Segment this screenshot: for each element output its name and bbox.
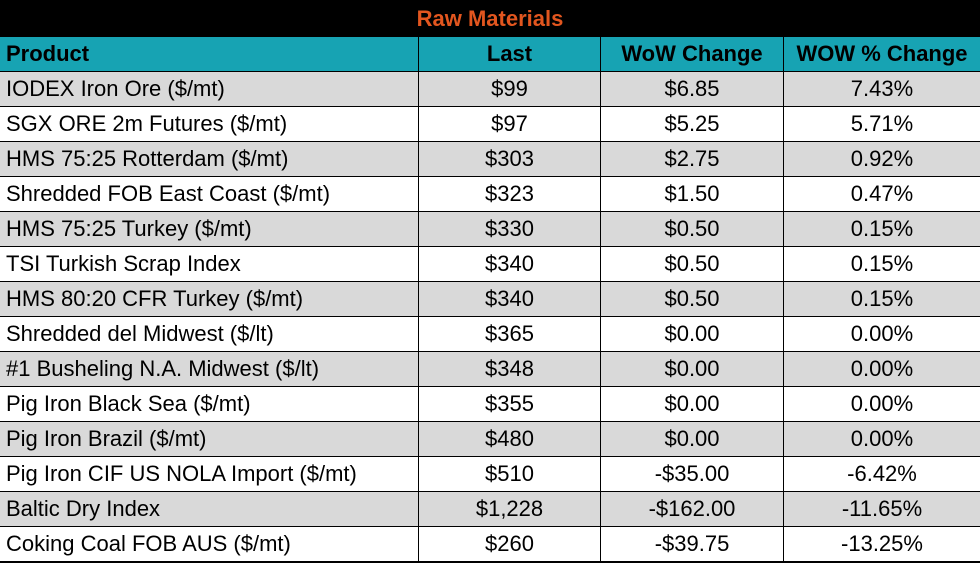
cell-last: $340 [419,247,601,281]
cell-wow-change: $0.00 [601,387,784,421]
table-header-row: Product Last WoW Change WOW % Change [0,37,980,71]
cell-wow-percent-change: -13.25% [841,531,923,556]
table-title: Raw Materials [416,5,564,31]
cell-wow-change: $0.50 [601,282,784,316]
table-row: HMS 80:20 CFR Turkey ($/mt) $340 $0.50 0.15… [0,281,980,316]
cell-wow-percent-change: 0.00% [850,321,914,346]
cell-wow-percent-change: -6.42% [847,461,917,486]
cell-last: $340 [419,282,601,316]
cell-wow-percent-change: 5.71% [850,111,914,136]
table-row: Baltic Dry Index $1,228 -$162.00 -11.65% [0,491,980,526]
cell-wow-percent-change: 0.92% [850,146,914,171]
cell-last: $97 [419,107,601,141]
table-row: Shredded FOB East Coast ($/mt) $323 $1.50 0… [0,176,980,211]
cell-product: Pig Iron Black Sea ($/mt) [0,387,419,421]
cell-last: $365 [419,317,601,351]
cell-product: Coking Coal FOB AUS ($/mt) [0,527,419,561]
cell-wow-change: -$39.75 [601,527,784,561]
cell-product: Pig Iron CIF US NOLA Import ($/mt) [0,457,419,491]
table-row: TSI Turkish Scrap Index $340 $0.50 0.15% [0,246,980,281]
table-row: SGX ORE 2m Futures ($/mt) $97 $5.25 5.71% [0,106,980,141]
cell-last: $480 [419,422,601,456]
table-row: Pig Iron Black Sea ($/mt) $355 $0.00 0.00% [0,386,980,421]
cell-wow-percent-change: 0.00% [850,391,914,416]
cell-wow-change: $0.50 [601,212,784,246]
cell-product: HMS 80:20 CFR Turkey ($/mt) [0,282,419,316]
table-row: Pig Iron Brazil ($/mt) $480 $0.00 0.00% [0,421,980,456]
cell-wow-change: $0.00 [601,422,784,456]
cell-wow-change: -$35.00 [601,457,784,491]
table-row: Coking Coal FOB AUS ($/mt) $260 -$39.75 -13… [0,526,980,561]
table-row: #1 Busheling N.A. Midwest ($/lt) $348 $0.0… [0,351,980,386]
cell-wow-change: $0.00 [601,317,784,351]
cell-wow-percent-change: 7.43% [850,76,914,101]
cell-product: Pig Iron Brazil ($/mt) [0,422,419,456]
table-row: Pig Iron CIF US NOLA Import ($/mt) $510 -$… [0,456,980,491]
cell-wow-percent-change: 0.00% [850,356,914,381]
cell-wow-percent-change: 0.15% [850,216,914,241]
cell-wow-change: $0.50 [601,247,784,281]
table-row: HMS 75:25 Rotterdam ($/mt) $303 $2.75 0.92% [0,141,980,176]
cell-last: $99 [419,72,601,106]
table-row: HMS 75:25 Turkey ($/mt) $330 $0.50 0.15% [0,211,980,246]
cell-last: $355 [419,387,601,421]
cell-product: IODEX Iron Ore ($/mt) [0,72,419,106]
cell-product: #1 Busheling N.A. Midwest ($/lt) [0,352,419,386]
cell-wow-percent-change: 0.15% [850,286,914,311]
cell-wow-percent-change: -11.65% [841,496,923,521]
table-row: IODEX Iron Ore ($/mt) $99 $6.85 7.43% [0,71,980,106]
cell-product: TSI Turkish Scrap Index [0,247,419,281]
cell-wow-change: $1.50 [601,177,784,211]
header-wow-percent-change: WOW % Change [796,41,968,66]
header-last: Last [419,37,601,71]
cell-last: $348 [419,352,601,386]
cell-product: Shredded FOB East Coast ($/mt) [0,177,419,211]
header-wow-change: WoW Change [601,37,784,71]
cell-product: HMS 75:25 Turkey ($/mt) [0,212,419,246]
cell-wow-percent-change: 0.15% [850,251,914,276]
cell-last: $303 [419,142,601,176]
cell-last: $1,228 [419,492,601,526]
header-product: Product [0,37,419,71]
cell-wow-change: -$162.00 [601,492,784,526]
cell-wow-change: $2.75 [601,142,784,176]
table-body: IODEX Iron Ore ($/mt) $99 $6.85 7.43% SGX OR… [0,71,980,561]
table-row: Shredded del Midwest ($/lt) $365 $0.00 0.00… [0,316,980,351]
cell-last: $330 [419,212,601,246]
table-title-bar: Raw Materials [0,0,980,37]
cell-wow-percent-change: 0.47% [850,181,914,206]
cell-last: $260 [419,527,601,561]
cell-product: SGX ORE 2m Futures ($/mt) [0,107,419,141]
cell-wow-percent-change: 0.00% [850,426,914,451]
cell-last: $323 [419,177,601,211]
cell-product: HMS 75:25 Rotterdam ($/mt) [0,142,419,176]
cell-last: $510 [419,457,601,491]
cell-wow-change: $0.00 [601,352,784,386]
cell-wow-change: $6.85 [601,72,784,106]
cell-product: Shredded del Midwest ($/lt) [0,317,419,351]
cell-product: Baltic Dry Index [0,492,419,526]
cell-wow-change: $5.25 [601,107,784,141]
